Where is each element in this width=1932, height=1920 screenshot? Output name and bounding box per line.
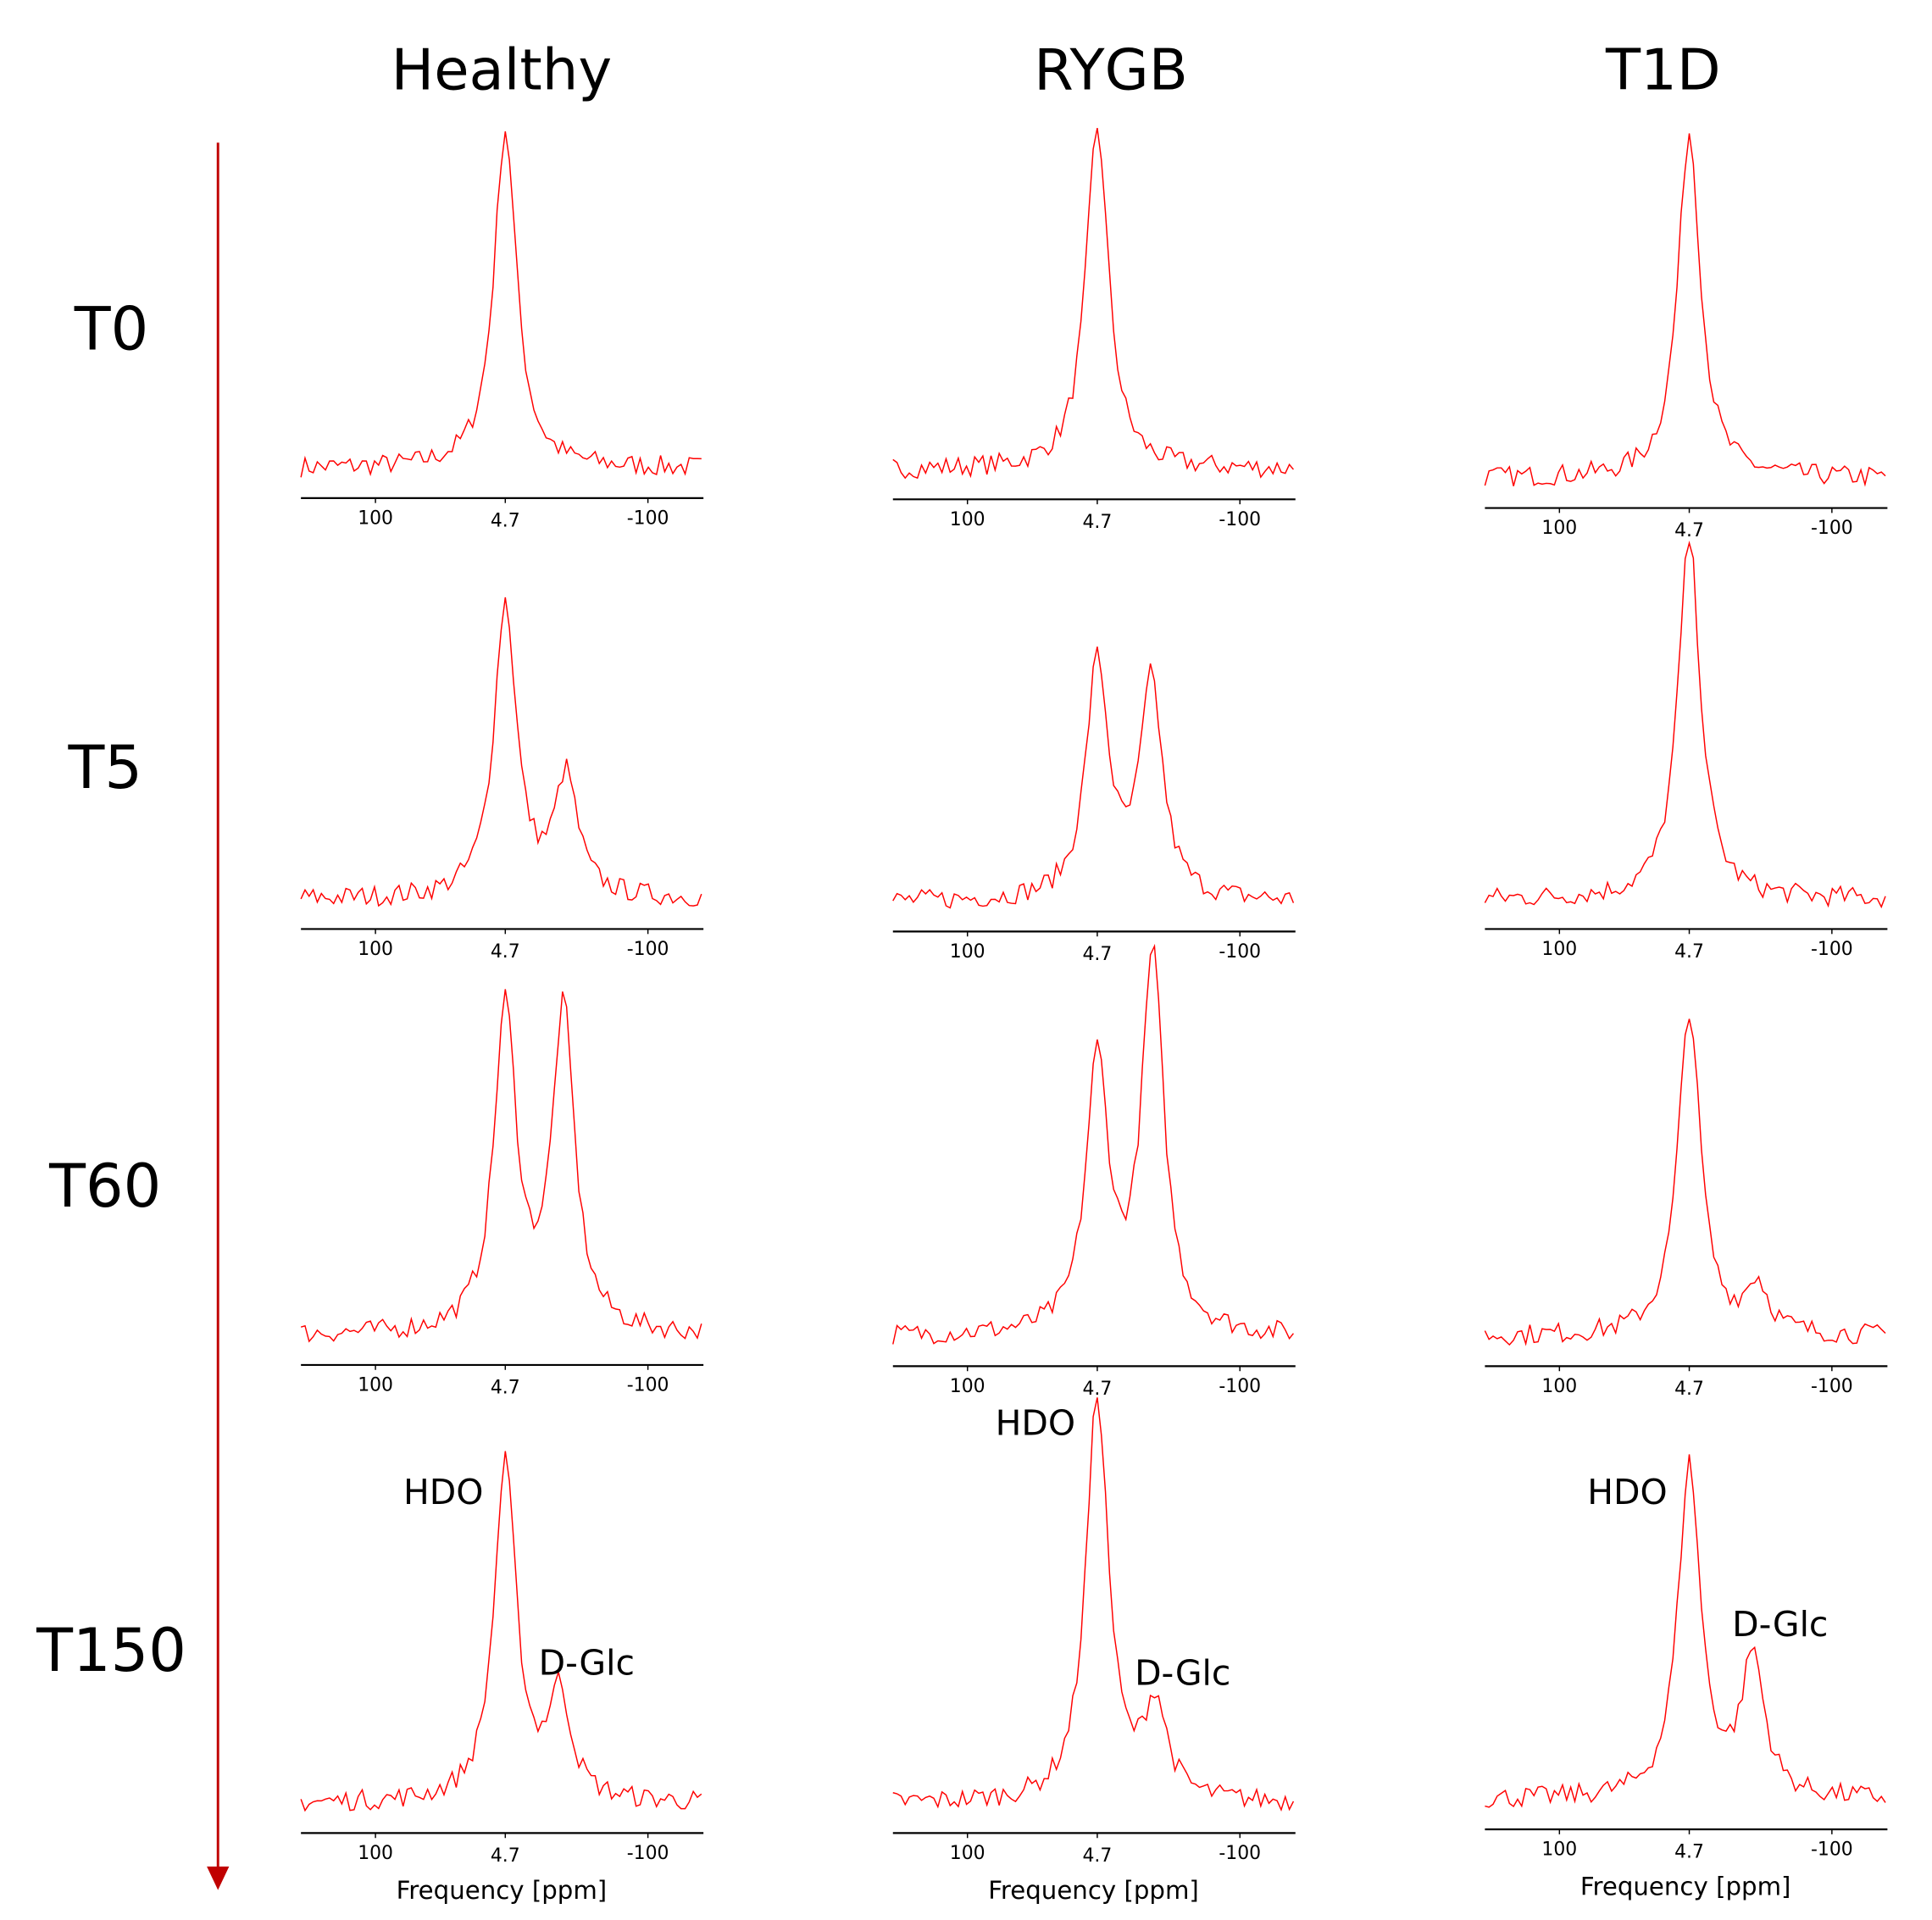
x-tick-label: 4.7 bbox=[491, 1845, 520, 1867]
spectrum-line bbox=[1484, 1018, 1886, 1346]
x-tick-label: 4.7 bbox=[1674, 941, 1704, 963]
x-tick-label: -100 bbox=[1811, 518, 1853, 539]
panel-rygb-t5: 100 4.7 -100 bbox=[892, 646, 1296, 965]
peak-label-hdo: HDO bbox=[996, 1402, 1075, 1443]
panel-rygb-t150: 100 4.7 -100 Frequency [ppm] HDO D-Glc bbox=[892, 1397, 1296, 1905]
x-tick-label: 4.7 bbox=[1674, 1842, 1704, 1863]
x-tick-label: -100 bbox=[627, 1843, 669, 1864]
x-tick-label: 100 bbox=[358, 1375, 393, 1396]
row-label-t150: T150 bbox=[36, 1616, 186, 1685]
x-tick-label: 4.7 bbox=[1083, 1379, 1113, 1400]
peak-label-d-glc: D-Glc bbox=[1135, 1653, 1230, 1694]
spectrum-line bbox=[892, 1397, 1295, 1812]
x-tick-label: -100 bbox=[627, 939, 669, 960]
x-tick-label: -100 bbox=[1219, 1843, 1261, 1864]
x-tick-label: 100 bbox=[358, 939, 393, 960]
spectrum-line bbox=[892, 127, 1294, 480]
x-axis-label: Frequency [ppm] bbox=[397, 1876, 608, 1905]
x-tick-label: 100 bbox=[950, 941, 985, 963]
x-tick-label: 100 bbox=[1541, 1376, 1577, 1397]
spectrum-line bbox=[1484, 133, 1886, 487]
x-tick-label: 100 bbox=[358, 508, 393, 530]
x-tick-label: 4.7 bbox=[1083, 1845, 1113, 1867]
x-tick-label: 100 bbox=[1541, 1840, 1577, 1861]
column-title-healthy: Healthy bbox=[391, 37, 613, 103]
x-tick-label: -100 bbox=[1219, 1376, 1261, 1397]
spectrum-line bbox=[300, 989, 702, 1343]
x-tick-label: 4.7 bbox=[1674, 520, 1704, 541]
column-title-rygb: RYGB bbox=[1034, 37, 1188, 103]
row-label-t60: T60 bbox=[48, 1151, 161, 1221]
spectrum-line bbox=[1484, 541, 1886, 909]
x-tick-label: 100 bbox=[950, 1843, 985, 1864]
x-tick-label: 4.7 bbox=[491, 1378, 520, 1399]
panel-healthy-t150: 100 4.7 -100 Frequency [ppm] HDO D-Glc bbox=[300, 1451, 704, 1905]
spectrum-line bbox=[892, 943, 1295, 1345]
x-tick-label: 100 bbox=[950, 1376, 985, 1397]
time-arrow-head-icon bbox=[207, 1866, 230, 1890]
spectrum-line bbox=[1485, 1454, 1886, 1808]
row-label-t5: T5 bbox=[67, 733, 142, 802]
peak-label-hdo: HDO bbox=[1587, 1472, 1667, 1512]
peak-label-d-glc: D-Glc bbox=[1732, 1604, 1828, 1645]
x-tick-label: 4.7 bbox=[1083, 944, 1113, 965]
x-tick-label: 4.7 bbox=[491, 941, 520, 963]
panel-healthy-t0: 100 4.7 -100 bbox=[300, 130, 704, 531]
x-tick-label: -100 bbox=[1219, 509, 1261, 530]
x-axis-label: Frequency [ppm] bbox=[988, 1876, 1199, 1905]
panel-t1d-t150: 100 4.7 -100 Frequency [ppm] HDO D-Glc bbox=[1485, 1454, 1888, 1901]
x-tick-label: -100 bbox=[1219, 941, 1261, 963]
spectrum-line bbox=[300, 130, 702, 478]
x-tick-label: -100 bbox=[1811, 939, 1853, 960]
x-tick-label: 4.7 bbox=[491, 510, 520, 531]
x-tick-label: 100 bbox=[1541, 518, 1577, 539]
row-label-t0: T0 bbox=[74, 294, 148, 363]
spectrum-line bbox=[300, 1451, 702, 1812]
spectrum-line bbox=[892, 646, 1295, 909]
panel-healthy-t60: 100 4.7 -100 bbox=[300, 989, 704, 1399]
x-tick-label: -100 bbox=[1811, 1840, 1853, 1861]
x-axis-label: Frequency [ppm] bbox=[1580, 1872, 1791, 1901]
x-tick-label: 4.7 bbox=[1083, 512, 1113, 533]
panel-rygb-t0: 100 4.7 -100 bbox=[892, 127, 1296, 533]
x-tick-label: 4.7 bbox=[1674, 1379, 1704, 1400]
panel-healthy-t5: 100 4.7 -100 bbox=[300, 597, 704, 963]
peak-label-hdo: HDO bbox=[403, 1472, 483, 1512]
panel-t1d-t5: 100 4.7 -100 bbox=[1484, 541, 1888, 963]
x-tick-label: -100 bbox=[627, 508, 669, 530]
x-tick-label: 100 bbox=[950, 509, 985, 530]
x-tick-label: -100 bbox=[627, 1375, 669, 1396]
x-tick-label: 100 bbox=[358, 1843, 393, 1864]
panel-t1d-t60: 100 4.7 -100 bbox=[1484, 1018, 1888, 1400]
panel-rygb-t60: 100 4.7 -100 bbox=[892, 943, 1296, 1400]
x-tick-label: 100 bbox=[1541, 939, 1577, 960]
spectrum-line bbox=[300, 597, 702, 907]
panel-t1d-t0: 100 4.7 -100 bbox=[1484, 133, 1888, 541]
x-tick-label: -100 bbox=[1811, 1376, 1853, 1397]
column-title-t1d: T1D bbox=[1605, 37, 1721, 103]
peak-label-d-glc: D-Glc bbox=[539, 1642, 635, 1683]
panels: 100 4.7 -100 100 4.7 -100 100 4.7 -100 100 4.7 -100… bbox=[300, 127, 1888, 1905]
